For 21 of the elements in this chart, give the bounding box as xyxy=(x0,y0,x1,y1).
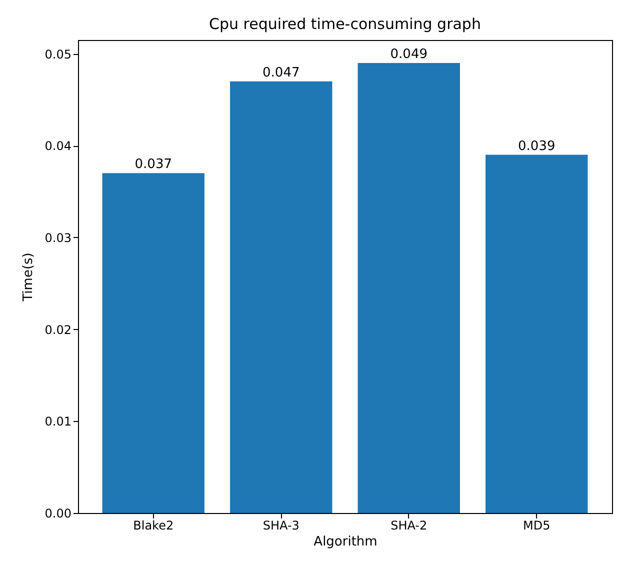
data-label: 0.047 xyxy=(262,65,300,80)
y-tick-label: 0.03 xyxy=(44,230,72,245)
x-tick-label: SHA-3 xyxy=(262,518,300,532)
x-tick-label: SHA-2 xyxy=(390,518,428,532)
y-tick-label: 0.05 xyxy=(44,47,72,62)
x-tick-label: MD5 xyxy=(523,518,550,532)
y-tick-label: 0.02 xyxy=(44,322,72,337)
y-axis-title: Time(s) xyxy=(20,252,36,302)
data-label: 0.039 xyxy=(518,138,556,154)
x-tick-label: Blake2 xyxy=(133,518,174,532)
y-tick-label: 0.00 xyxy=(44,506,72,520)
y-tick-label: 0.01 xyxy=(44,414,72,429)
bar xyxy=(230,81,332,513)
bar xyxy=(486,154,588,513)
y-tick-label: 0.04 xyxy=(44,139,72,154)
chart-title: Cpu required time-consuming graph xyxy=(209,15,481,33)
bar xyxy=(358,62,460,513)
data-label: 0.037 xyxy=(134,157,172,172)
bar xyxy=(102,173,204,513)
x-axis-title: Algorithm xyxy=(314,534,378,550)
data-label: 0.049 xyxy=(390,46,428,62)
